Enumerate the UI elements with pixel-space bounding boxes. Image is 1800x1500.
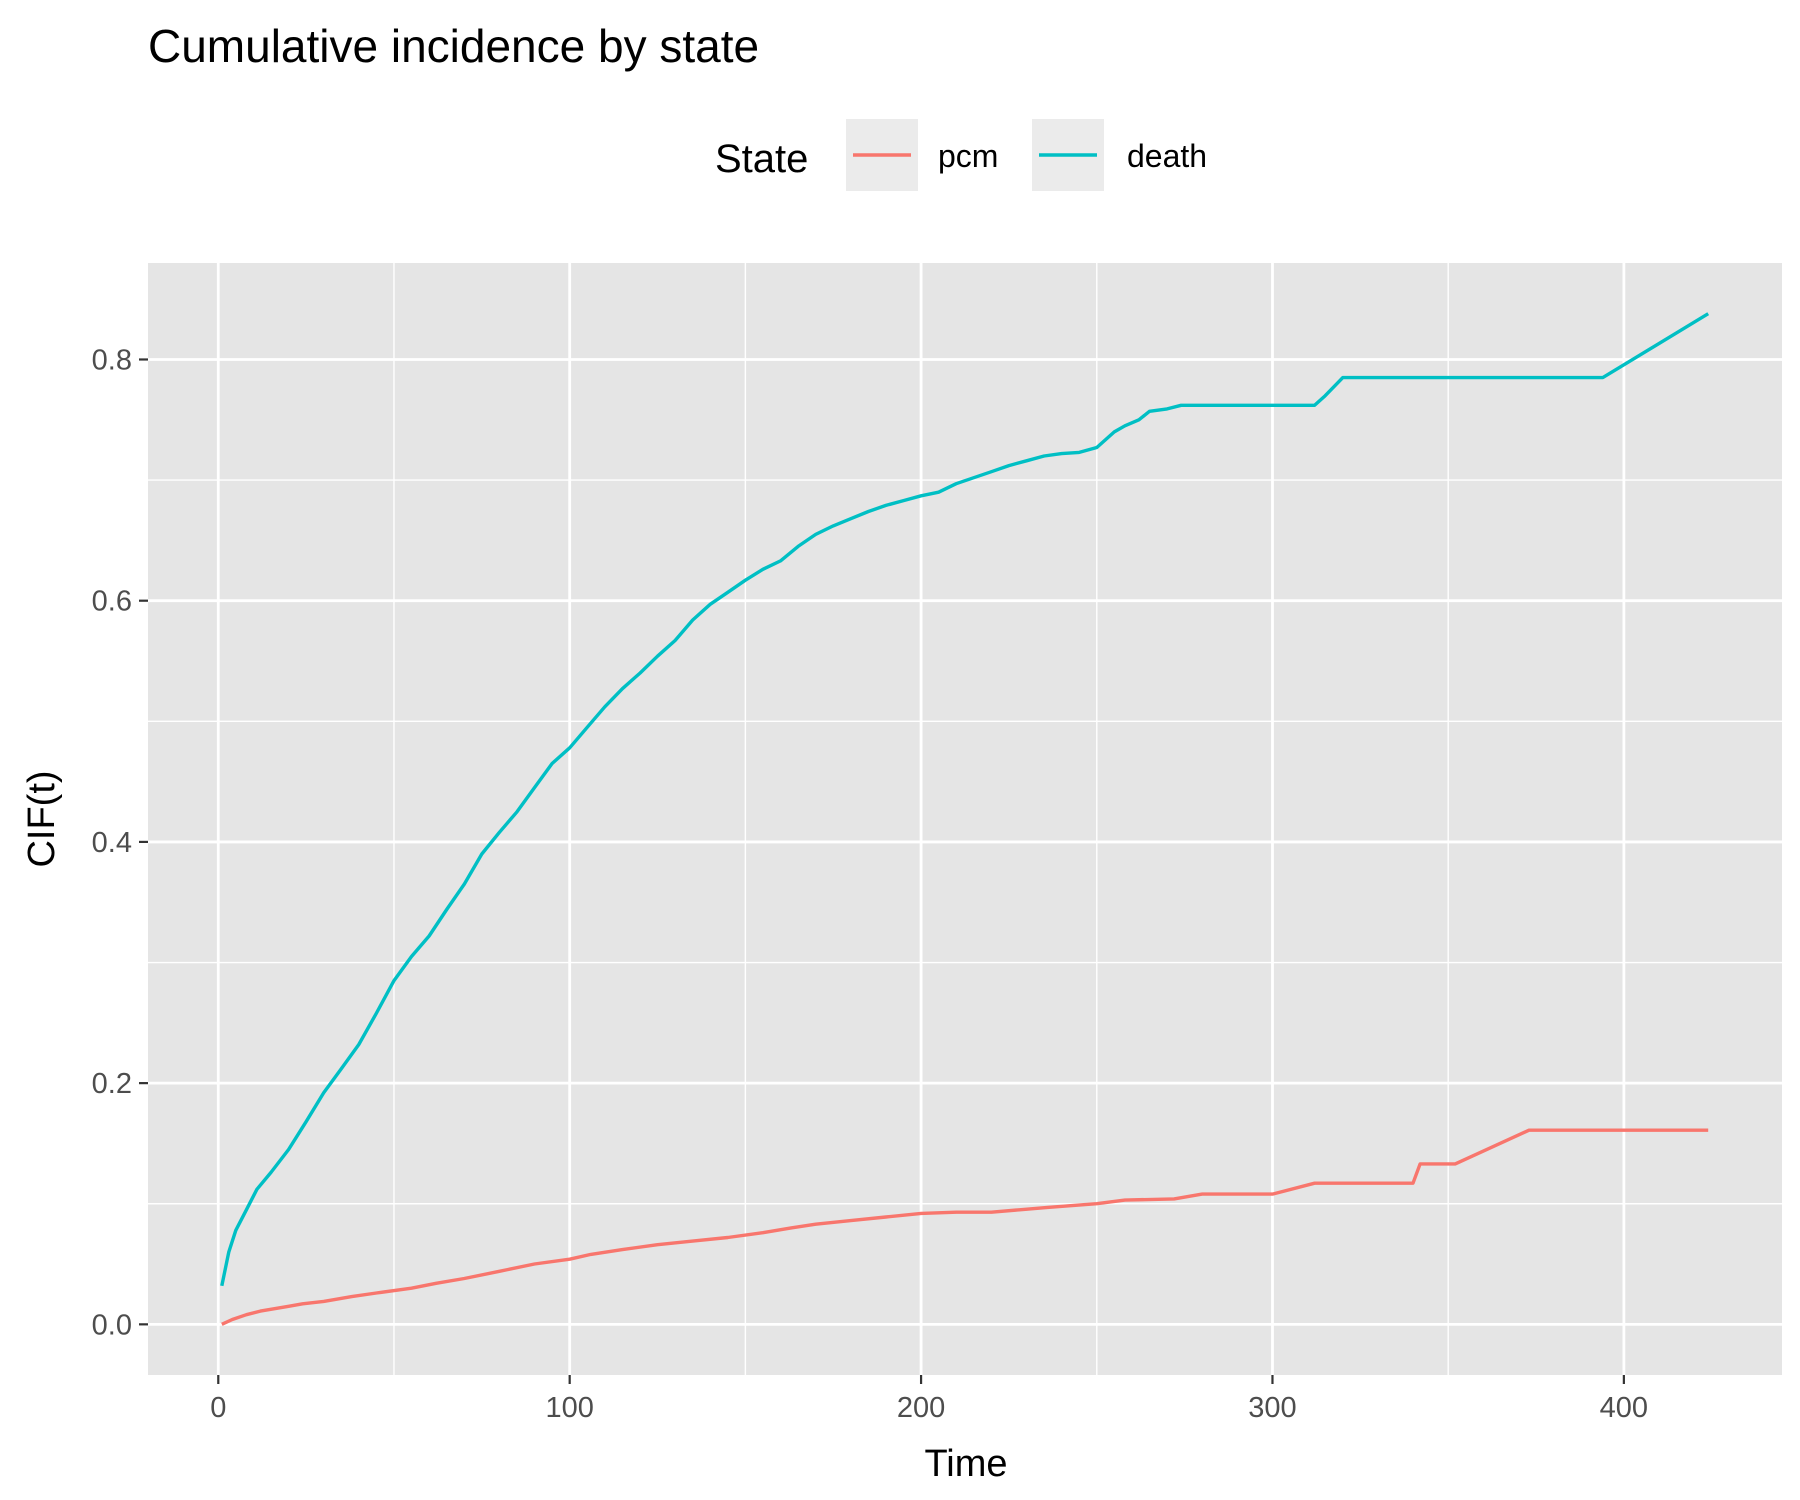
x-tick-label: 400 xyxy=(1600,1392,1648,1424)
x-axis-title: Time xyxy=(924,1443,1007,1485)
series-layer xyxy=(220,312,1710,1326)
legend: State pcm death xyxy=(715,119,1207,191)
x-tick-label: 0 xyxy=(210,1392,226,1424)
series-line-pcm xyxy=(221,1128,1709,1326)
axes: 0 100 200 300 400 0.0 0.2 0.4 0.6 0.8 xyxy=(92,344,1648,1424)
y-tick-label: 0.2 xyxy=(92,1068,132,1100)
x-tick-label: 300 xyxy=(1248,1392,1296,1424)
grid-major xyxy=(148,263,1782,1375)
y-tick-label: 0.4 xyxy=(92,827,132,859)
legend-title: State xyxy=(715,137,808,181)
y-tick-label: 0.8 xyxy=(92,344,132,376)
legend-label-pcm: pcm xyxy=(938,138,998,174)
x-tick-label: 200 xyxy=(897,1392,945,1424)
series-line-death xyxy=(220,312,1710,1287)
y-axis-title: CIF(t) xyxy=(21,770,63,867)
y-tick-label: 0.6 xyxy=(92,586,132,618)
y-tick-label: 0.0 xyxy=(92,1309,132,1341)
chart-title: Cumulative incidence by state xyxy=(148,20,759,72)
x-tick-label: 100 xyxy=(545,1392,593,1424)
legend-label-death: death xyxy=(1127,138,1207,174)
plot-panel xyxy=(148,263,1782,1375)
